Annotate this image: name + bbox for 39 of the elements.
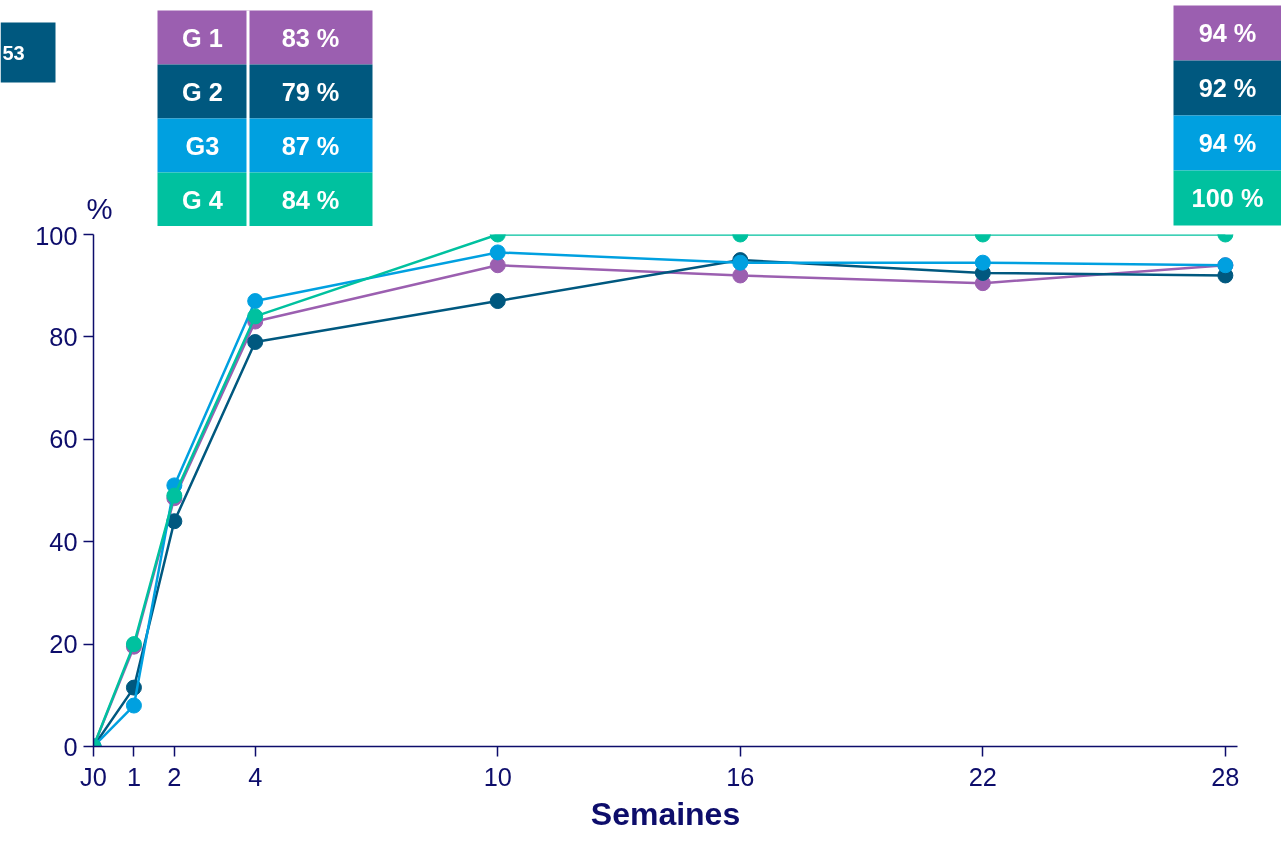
text: 84 % — [281, 185, 340, 214]
text: 53 — [2, 41, 25, 64]
point — [125, 697, 142, 714]
x-tick-label: 28 — [1211, 762, 1240, 791]
text: 79 % — [281, 77, 340, 106]
text: 83 % — [281, 23, 340, 52]
x-tick-label: 10 — [483, 762, 512, 791]
point — [489, 293, 506, 310]
point — [166, 513, 183, 530]
text: 94 % — [1198, 19, 1257, 47]
text: G 4 — [182, 185, 223, 214]
point — [247, 334, 264, 351]
point — [489, 244, 506, 261]
y-tick-label: 40 — [49, 527, 78, 556]
text: 100 % — [1191, 184, 1264, 212]
text: G 1 — [182, 23, 223, 52]
x-tick-label: 2 — [167, 762, 182, 791]
y-tick-label: 60 — [49, 425, 78, 454]
x-tick-label: 22 — [968, 762, 997, 791]
text: 94 % — [1198, 129, 1257, 157]
text: 92 % — [1198, 74, 1257, 102]
x-tick-label: J0 — [80, 762, 107, 791]
y-tick-label: 0 — [63, 732, 78, 761]
point — [489, 257, 506, 274]
y-tick-label: 20 — [49, 630, 78, 659]
text: G3 — [185, 131, 220, 160]
y-tick-label: 80 — [49, 322, 78, 351]
x-axis-title: Semaines — [590, 795, 741, 832]
x-tick-label: 4 — [248, 762, 263, 791]
point — [247, 308, 264, 325]
point — [732, 267, 749, 284]
point — [974, 254, 991, 271]
x-tick-label: 1 — [126, 762, 141, 791]
y-tick-label: 100 — [35, 221, 78, 250]
x-tick-label: 16 — [726, 762, 755, 791]
y-axis-title: % — [86, 191, 113, 225]
text: G 2 — [182, 77, 223, 106]
point — [247, 293, 264, 310]
text: 87 % — [281, 131, 340, 160]
